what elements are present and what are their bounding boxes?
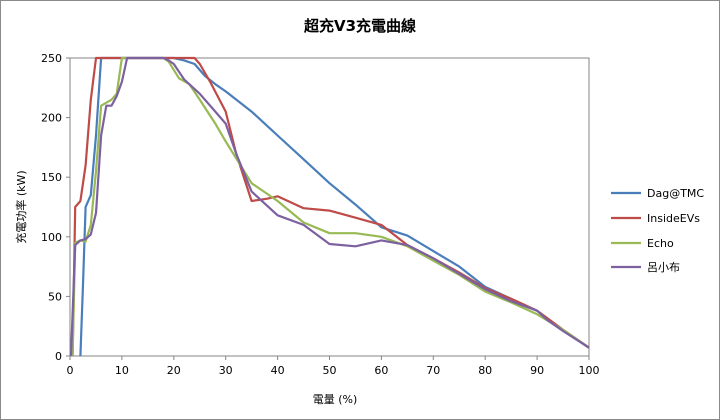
x-tick-label: 80	[478, 364, 492, 377]
x-tick-label: 0	[67, 364, 74, 377]
x-tick-label: 20	[167, 364, 181, 377]
x-tick-label: 10	[115, 364, 129, 377]
series-group	[69, 56, 590, 357]
y-axis-label: 充電功率 (kW)	[14, 170, 28, 243]
chart-title: 超充V3充電曲線	[303, 17, 416, 35]
legend-entry-2: InsideEVs	[647, 212, 700, 225]
y-tick-label: 50	[48, 290, 62, 303]
y-tick-label: 0	[55, 350, 62, 363]
y-tick-label: 200	[41, 112, 62, 125]
x-tick-label: 100	[579, 364, 600, 377]
x-axis-label: 電量 (%)	[313, 393, 358, 406]
legend-entry-1: Dag@TMC	[647, 187, 704, 200]
x-tick-label: 70	[426, 364, 440, 377]
x-tick-label: 30	[219, 364, 233, 377]
x-tick-label: 40	[271, 364, 285, 377]
legend-entry-4: 呂小布	[647, 261, 680, 274]
y-tick-label: 100	[41, 231, 62, 244]
tick-labels: 0 10 20 30 40 50 60 70 80 90 100 0 50 100 150 200 250	[41, 52, 600, 377]
x-tick-label: 90	[530, 364, 544, 377]
series-line-4	[69, 56, 590, 357]
series-line-3	[71, 56, 590, 357]
series-line-1	[79, 56, 590, 357]
axes	[66, 57, 590, 360]
x-tick-label: 50	[323, 364, 337, 377]
plot-area	[69, 57, 590, 357]
legend: Dag@TMC InsideEVs Echo 呂小布	[611, 187, 704, 274]
y-tick-label: 250	[41, 52, 62, 65]
legend-entry-3: Echo	[647, 237, 674, 250]
y-tick-label: 150	[41, 171, 62, 184]
x-tick-label: 60	[374, 364, 388, 377]
